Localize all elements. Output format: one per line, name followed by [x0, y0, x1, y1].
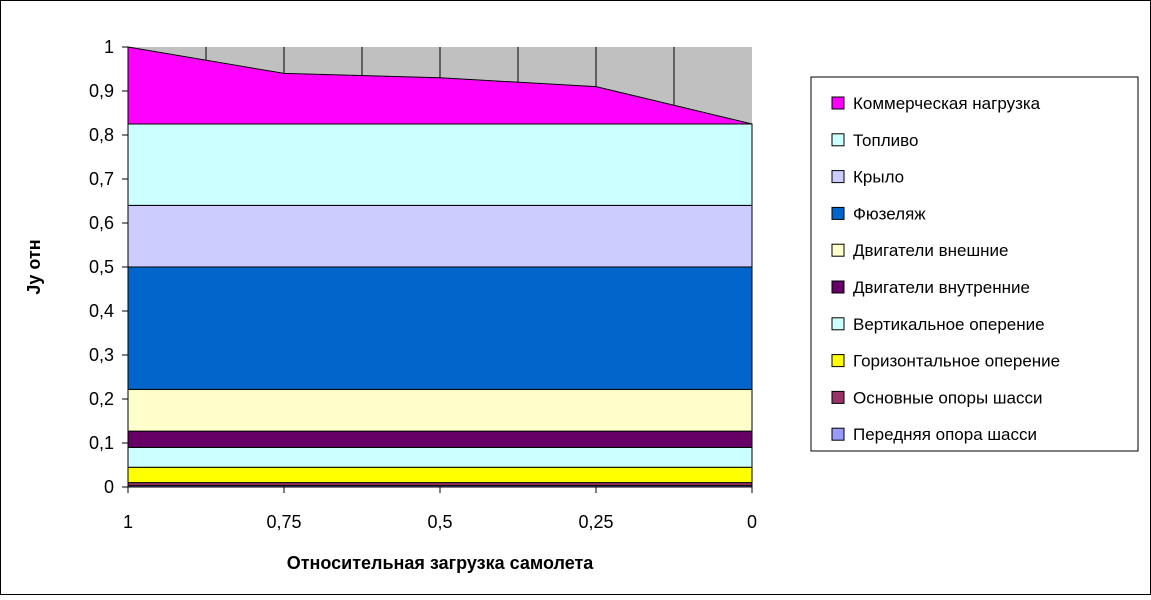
legend-label: Фюзеляж [853, 204, 926, 223]
y-tick-label: 0,3 [89, 345, 114, 365]
legend-swatch [831, 206, 845, 220]
area-series-group [127, 46, 753, 488]
y-tick-label: 0,4 [89, 301, 114, 321]
x-tick-label: 1 [123, 512, 133, 532]
legend-swatch [831, 170, 845, 184]
area-series-7 [127, 266, 753, 390]
legend-swatch [831, 133, 845, 147]
legend-label: Крыло [853, 168, 904, 187]
legend-box [810, 76, 1139, 452]
legend-swatch [831, 96, 845, 110]
y-axis-title: Jy отн [24, 239, 44, 294]
area-series-8 [127, 204, 753, 268]
legend-swatch [831, 390, 845, 404]
y-tick-label: 0,5 [89, 257, 114, 277]
legend-swatch [831, 354, 845, 368]
legend-label: Топливо [853, 131, 918, 150]
x-tick-label: 0,75 [266, 512, 301, 532]
legend-label: Двигатели внешние [853, 241, 1008, 260]
y-tick-label: 0,2 [89, 389, 114, 409]
legend-label: Коммерческая нагрузка [853, 94, 1041, 113]
area-series-9 [127, 123, 753, 206]
legend-label: Основные опоры шасси [853, 388, 1042, 407]
legend-swatch [831, 280, 845, 294]
legend-items: Коммерческая нагрузка Топливо Крыло Фюзеляж… [831, 94, 1060, 444]
legend-label: Вертикальное оперение [853, 315, 1045, 334]
y-tick-label: 1 [104, 37, 114, 57]
y-tick-label: 0,8 [89, 125, 114, 145]
y-tick-label: 0,7 [89, 169, 114, 189]
legend-swatch [831, 317, 845, 331]
y-axis-ticks: 0 0,1 0,2 0,3 0,4 0,5 0,6 0,7 0,8 0,9 1 [89, 37, 128, 497]
x-axis-title: Относительная загрузка самолета [287, 553, 595, 573]
x-tick-label: 0,25 [578, 512, 613, 532]
y-tick-label: 0,6 [89, 213, 114, 233]
x-tick-label: 0,5 [427, 512, 452, 532]
x-axis-ticks: 1 0,75 0,5 0,25 0 [123, 487, 757, 532]
legend-label: Двигатели внутренние [853, 278, 1030, 297]
legend-label: Горизонтальное оперение [853, 352, 1060, 371]
area-series-10 [127, 46, 753, 125]
legend: Коммерческая нагрузка Топливо Крыло Фюзеляж… [810, 76, 1139, 452]
y-tick-label: 0,9 [89, 81, 114, 101]
area-series-4 [127, 446, 753, 468]
legend-swatch [831, 243, 845, 257]
legend-label: Передняя опора шасси [853, 425, 1037, 444]
x-tick-label: 0 [747, 512, 757, 532]
area-series-5 [127, 430, 753, 448]
y-tick-label: 0 [104, 477, 114, 497]
area-series-6 [127, 388, 753, 432]
area-series-3 [127, 466, 753, 484]
y-tick-label: 0,1 [89, 433, 114, 453]
legend-swatch [831, 427, 845, 441]
